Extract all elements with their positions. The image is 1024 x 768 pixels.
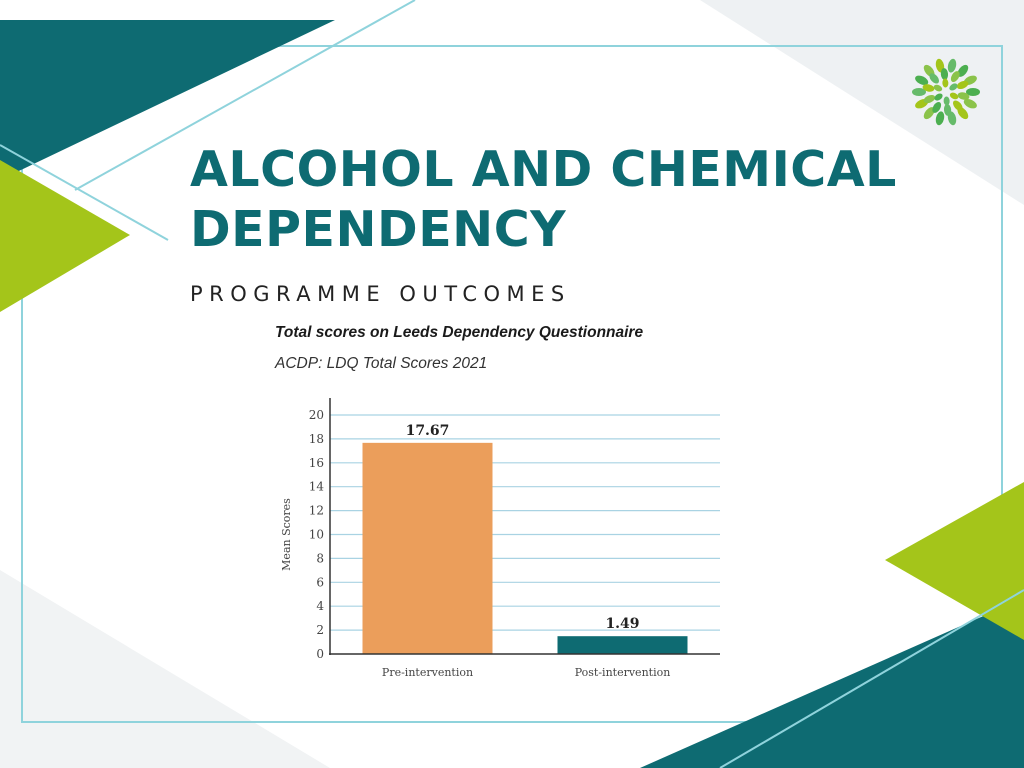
y-tick-label: 10 bbox=[309, 528, 324, 542]
logo-leaf bbox=[932, 101, 942, 113]
logo-leaf bbox=[943, 96, 950, 106]
logo-leaf bbox=[949, 92, 959, 100]
logo-leaf bbox=[915, 75, 929, 86]
bar bbox=[362, 442, 493, 654]
slide-title: ALCOHOL AND CHEMICAL DEPENDENCY bbox=[190, 141, 897, 258]
lime-triangle-right bbox=[885, 482, 1024, 640]
y-tick-label: 18 bbox=[309, 432, 324, 446]
logo-leaf bbox=[963, 98, 977, 109]
logo-leaf bbox=[942, 78, 949, 88]
outline-frame bbox=[21, 45, 1003, 723]
logo-leaf bbox=[923, 94, 936, 104]
diagonal-line-bottom-right bbox=[719, 589, 1024, 768]
logo-leaf bbox=[953, 100, 963, 111]
logo-leaf bbox=[950, 71, 960, 83]
logo-leaf bbox=[947, 58, 957, 73]
logo-leaf bbox=[922, 84, 935, 92]
data-label: 17.67 bbox=[406, 423, 450, 439]
y-tick-label: 14 bbox=[309, 480, 325, 494]
logo-leaf bbox=[957, 92, 970, 100]
logo-leaf bbox=[923, 107, 935, 120]
x-tick-label: Post-intervention bbox=[575, 666, 671, 679]
logo-leaf bbox=[966, 88, 980, 96]
slide-subtitle: PROGRAMME OUTCOMES bbox=[190, 282, 571, 306]
teal-triangle-bottom-right bbox=[640, 598, 1024, 768]
y-tick-label: 4 bbox=[316, 599, 324, 613]
logo-leaf bbox=[956, 80, 969, 90]
y-tick-label: 12 bbox=[309, 504, 324, 518]
data-label: 1.49 bbox=[605, 616, 639, 632]
y-tick-label: 8 bbox=[316, 551, 324, 565]
leaf-flower-logo-icon bbox=[912, 58, 980, 126]
y-tick-label: 6 bbox=[316, 575, 324, 589]
chart-subtitle: ACDP: LDQ Total Scores 2021 bbox=[275, 355, 488, 372]
logo-leaf bbox=[940, 68, 949, 81]
bar bbox=[557, 636, 688, 654]
diagonal-line-top bbox=[74, 0, 416, 191]
y-tick-label: 0 bbox=[316, 647, 324, 661]
gray-corner-top-right bbox=[700, 0, 1024, 205]
logo-leaf bbox=[912, 88, 926, 96]
gray-corner-bottom-left bbox=[0, 570, 330, 768]
logo-leaf bbox=[929, 73, 939, 84]
teal-triangle-top-left bbox=[0, 20, 335, 180]
logo-leaf bbox=[943, 103, 952, 116]
y-tick-label: 20 bbox=[309, 408, 324, 422]
diagonal-line-top-left bbox=[0, 144, 169, 241]
logo-leaf bbox=[934, 93, 943, 101]
bar-chart: 0 2 4 6 8 10 12 14 16 18 20 17.67 Pre-intervention 1.… bbox=[280, 398, 720, 679]
y-tick-label: 2 bbox=[316, 623, 324, 637]
logo-leaf bbox=[957, 64, 969, 77]
chart-title: Total scores on Leeds Dependency Questio… bbox=[275, 324, 644, 341]
logo-leaf bbox=[949, 83, 958, 91]
logo-leaf bbox=[933, 84, 943, 92]
logo-leaf bbox=[935, 58, 945, 73]
y-axis-label: Mean Scores bbox=[280, 498, 293, 571]
lime-triangle-left bbox=[0, 160, 130, 312]
logo-leaf bbox=[947, 111, 957, 126]
logo-leaf bbox=[935, 111, 945, 126]
x-tick-label: Pre-intervention bbox=[382, 666, 473, 679]
y-tick-label: 16 bbox=[309, 456, 324, 470]
